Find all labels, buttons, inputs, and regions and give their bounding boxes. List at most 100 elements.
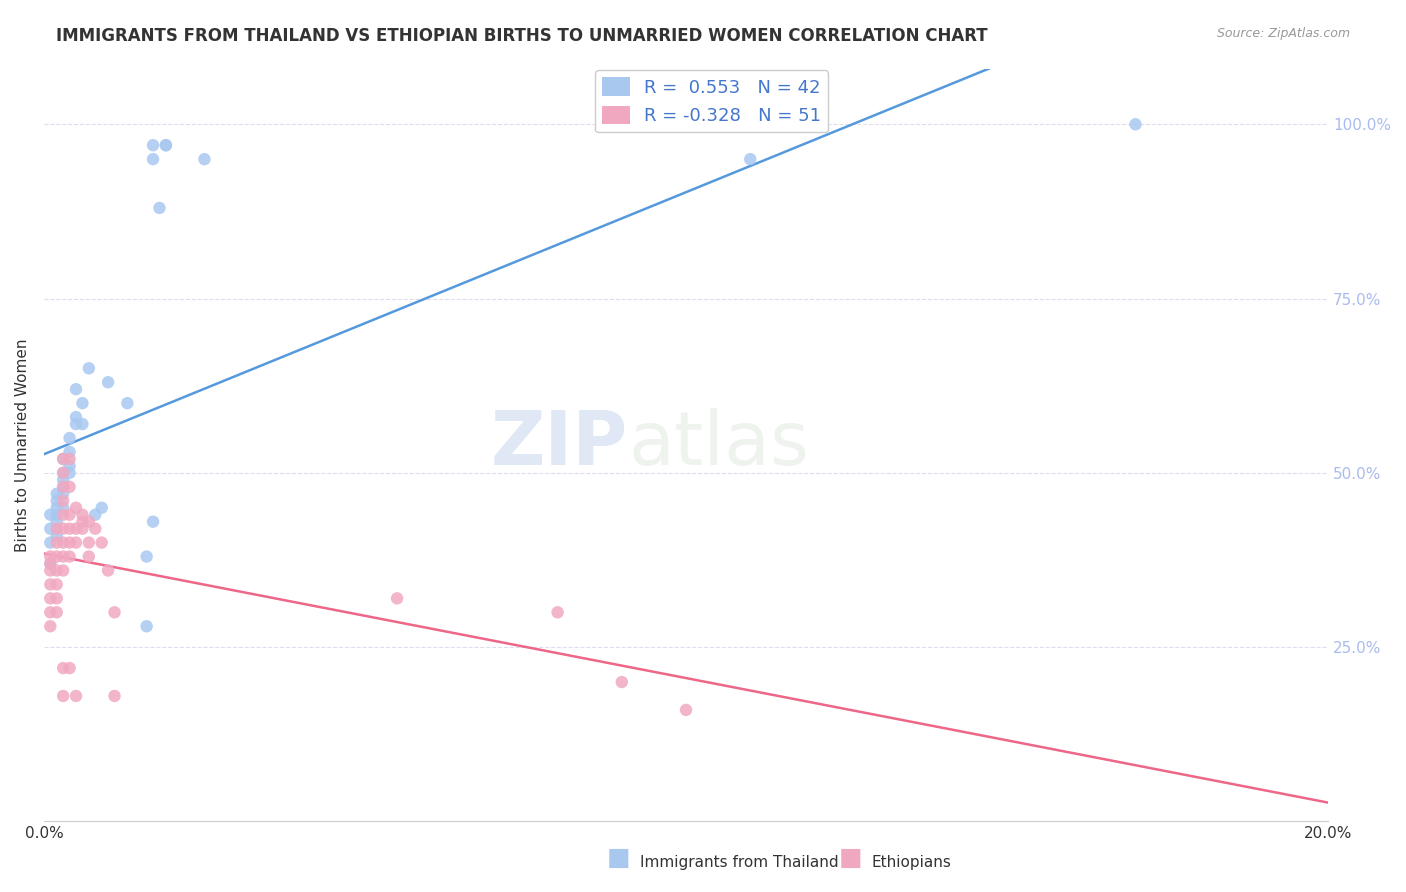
Point xyxy=(52,466,75,480)
Point xyxy=(135,619,157,633)
Point xyxy=(45,535,67,549)
Point xyxy=(740,152,762,166)
Point xyxy=(52,661,75,675)
Point xyxy=(58,549,80,564)
Point xyxy=(52,480,75,494)
Point xyxy=(39,549,62,564)
Point xyxy=(45,605,67,619)
Point xyxy=(39,557,62,571)
Point xyxy=(45,508,67,522)
Point xyxy=(1125,117,1147,131)
Point xyxy=(52,535,75,549)
Point xyxy=(65,382,87,396)
Point xyxy=(77,549,100,564)
Point xyxy=(52,473,75,487)
Point xyxy=(77,535,100,549)
Point xyxy=(45,577,67,591)
Point xyxy=(72,515,94,529)
Text: ZIP: ZIP xyxy=(491,409,628,482)
Point xyxy=(39,577,62,591)
Point xyxy=(97,564,120,578)
Point xyxy=(610,675,633,690)
Point xyxy=(45,515,67,529)
Text: ■: ■ xyxy=(607,846,630,870)
Point xyxy=(142,152,165,166)
Point xyxy=(52,564,75,578)
Point xyxy=(84,508,107,522)
Point xyxy=(117,396,139,410)
Text: Ethiopians: Ethiopians xyxy=(872,855,952,870)
Point xyxy=(72,396,94,410)
Point xyxy=(58,466,80,480)
Point xyxy=(58,431,80,445)
Point xyxy=(39,605,62,619)
Point xyxy=(142,515,165,529)
Point xyxy=(84,522,107,536)
Point xyxy=(58,661,80,675)
Point xyxy=(39,591,62,606)
Point xyxy=(58,445,80,459)
Point xyxy=(52,500,75,515)
Point xyxy=(90,500,112,515)
Point xyxy=(52,549,75,564)
Point xyxy=(52,480,75,494)
Point xyxy=(97,376,120,390)
Point xyxy=(72,522,94,536)
Point xyxy=(45,591,67,606)
Point xyxy=(39,508,62,522)
Point xyxy=(103,689,125,703)
Point xyxy=(45,564,67,578)
Point xyxy=(103,605,125,619)
Point xyxy=(45,487,67,501)
Point xyxy=(39,619,62,633)
Point xyxy=(547,605,569,619)
Text: Source: ZipAtlas.com: Source: ZipAtlas.com xyxy=(1216,27,1350,40)
Point xyxy=(65,689,87,703)
Point xyxy=(72,417,94,431)
Point xyxy=(135,549,157,564)
Point xyxy=(58,451,80,466)
Y-axis label: Births to Unmarried Women: Births to Unmarried Women xyxy=(15,338,30,552)
Point xyxy=(385,591,408,606)
Text: ■: ■ xyxy=(839,846,862,870)
Text: atlas: atlas xyxy=(628,409,810,482)
Point xyxy=(45,528,67,542)
Point xyxy=(52,451,75,466)
Legend: R =  0.553   N = 42, R = -0.328   N = 51: R = 0.553 N = 42, R = -0.328 N = 51 xyxy=(595,70,828,132)
Point xyxy=(39,522,62,536)
Point xyxy=(52,689,75,703)
Point xyxy=(45,493,67,508)
Point xyxy=(58,480,80,494)
Point xyxy=(52,451,75,466)
Point xyxy=(52,493,75,508)
Point xyxy=(58,522,80,536)
Point xyxy=(39,564,62,578)
Point xyxy=(65,535,87,549)
Point xyxy=(142,138,165,153)
Point xyxy=(148,201,170,215)
Point xyxy=(58,535,80,549)
Point xyxy=(45,522,67,536)
Point xyxy=(52,508,75,522)
Point xyxy=(58,458,80,473)
Point xyxy=(39,557,62,571)
Point xyxy=(45,500,67,515)
Point xyxy=(90,535,112,549)
Point xyxy=(65,417,87,431)
Point xyxy=(52,522,75,536)
Text: IMMIGRANTS FROM THAILAND VS ETHIOPIAN BIRTHS TO UNMARRIED WOMEN CORRELATION CHAR: IMMIGRANTS FROM THAILAND VS ETHIOPIAN BI… xyxy=(56,27,988,45)
Text: Immigrants from Thailand: Immigrants from Thailand xyxy=(640,855,838,870)
Point xyxy=(675,703,697,717)
Point xyxy=(39,535,62,549)
Point xyxy=(65,500,87,515)
Point xyxy=(72,508,94,522)
Point xyxy=(77,515,100,529)
Point xyxy=(193,152,215,166)
Point xyxy=(45,549,67,564)
Point xyxy=(52,487,75,501)
Point xyxy=(155,138,177,153)
Point xyxy=(77,361,100,376)
Point xyxy=(52,466,75,480)
Point xyxy=(155,138,177,153)
Point xyxy=(65,410,87,425)
